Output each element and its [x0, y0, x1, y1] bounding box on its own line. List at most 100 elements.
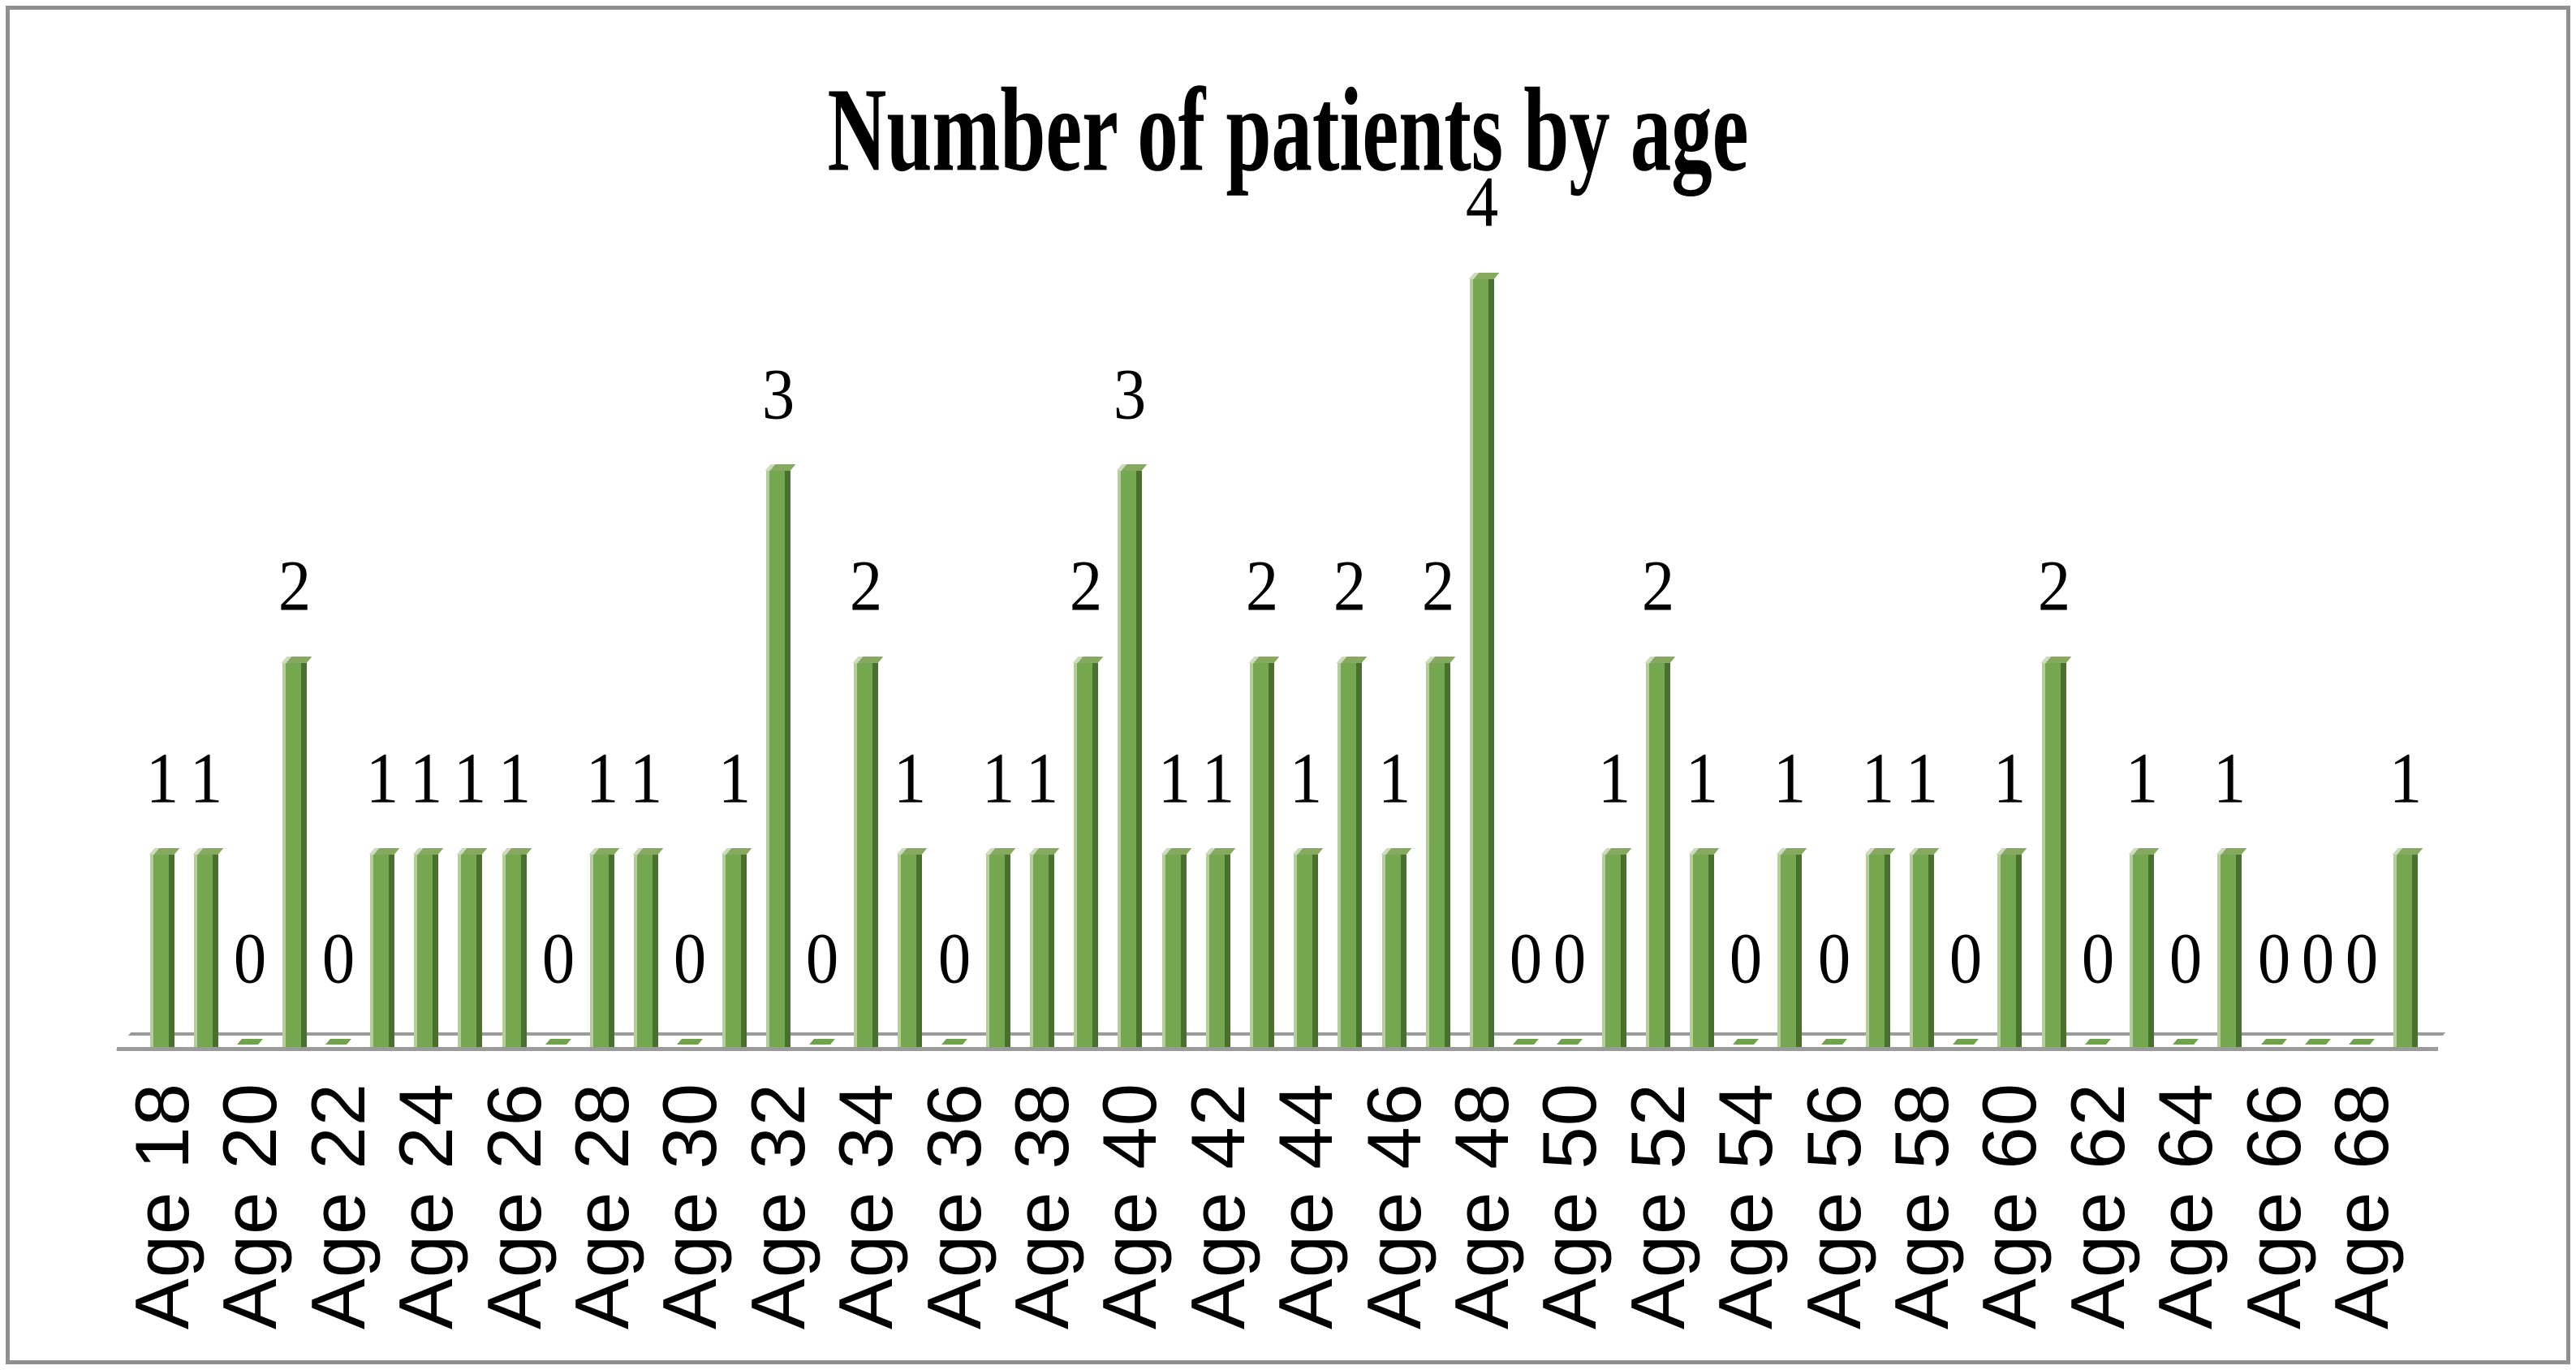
- value-label-age-65: 1: [2212, 739, 2246, 819]
- value-label-age-40: 3: [1113, 355, 1147, 435]
- bar-age-21: [281, 657, 312, 1047]
- bar-top-face: [1644, 657, 1676, 663]
- value-label-age-60: 1: [1992, 739, 2027, 819]
- bar-age-18: [149, 848, 180, 1047]
- x-tick-label-age-34: Age 34: [823, 1083, 908, 1329]
- bar-age-53: [1688, 848, 1720, 1047]
- x-tick-label-age-20: Age 20: [207, 1083, 292, 1329]
- bar-age-26: [501, 848, 532, 1047]
- bar-top-face: [1381, 848, 1412, 855]
- bar-age-52: [1644, 657, 1676, 1047]
- value-label-age-36: 0: [937, 919, 971, 999]
- value-label-age-39: 2: [1069, 546, 1103, 627]
- bar-age-61: [2040, 657, 2072, 1047]
- bar-age-38: [1028, 848, 1060, 1047]
- bar-age-29: [632, 848, 664, 1047]
- x-tick-label-age-32: Age 32: [735, 1083, 821, 1329]
- value-label-age-31: 1: [717, 739, 752, 819]
- value-label-age-58: 1: [1905, 739, 1939, 819]
- x-axis-front-line: [117, 1047, 2438, 1051]
- x-tick-label-age-28: Age 28: [559, 1083, 644, 1329]
- x-tick-label-age-46: Age 46: [1351, 1083, 1437, 1329]
- value-label-age-43: 2: [1245, 546, 1279, 627]
- bar-top-face: [368, 848, 400, 855]
- x-tick-label-age-62: Age 62: [2055, 1083, 2140, 1329]
- bar-top-face: [632, 848, 664, 855]
- bar-age-34: [852, 657, 884, 1047]
- bar-top-face: [588, 848, 620, 855]
- x-tick-label-age-64: Age 64: [2143, 1083, 2228, 1329]
- bar-age-35: [896, 848, 928, 1047]
- bar-age-28: [588, 848, 620, 1047]
- bar-top-face: [149, 848, 180, 855]
- x-tick-label-age-58: Age 58: [1879, 1083, 1964, 1329]
- value-label-age-62: 0: [2081, 919, 2115, 999]
- x-tick-label-age-44: Age 44: [1263, 1083, 1348, 1329]
- bar-top-face: [192, 848, 224, 855]
- x-tick-label-age-56: Age 56: [1791, 1083, 1876, 1329]
- bar-top-face: [1204, 848, 1236, 855]
- x-tick-label-age-54: Age 54: [1703, 1083, 1788, 1329]
- value-label-age-38: 1: [1025, 739, 1059, 819]
- bar-age-39: [1072, 657, 1104, 1047]
- bar-top-face: [1424, 657, 1456, 663]
- bar-top-face: [456, 848, 488, 855]
- value-label-age-67: 0: [2301, 919, 2335, 999]
- bar-top-face: [1688, 848, 1720, 855]
- value-label-age-61: 2: [2037, 546, 2071, 627]
- x-tick-label-age-38: Age 38: [999, 1083, 1084, 1329]
- bar-top-face: [1600, 848, 1632, 855]
- bar-top-face: [1776, 848, 1807, 855]
- bar-top-face: [1908, 848, 1940, 855]
- x-tick-label-age-40: Age 40: [1087, 1083, 1172, 1329]
- value-label-age-47: 2: [1421, 546, 1455, 627]
- bar-top-face: [984, 848, 1016, 855]
- bar-age-60: [1996, 848, 2027, 1047]
- bar-age-55: [1776, 848, 1807, 1047]
- x-tick-label-age-26: Age 26: [472, 1083, 557, 1329]
- x-tick-label-age-50: Age 50: [1527, 1083, 1612, 1329]
- bar-top-face: [1072, 657, 1104, 663]
- bar-top-face: [1116, 464, 1148, 471]
- value-label-age-21: 2: [278, 546, 312, 627]
- bar-age-40: [1116, 464, 1148, 1047]
- bar-top-face: [1292, 848, 1324, 855]
- x-tick-label-age-42: Age 42: [1175, 1083, 1260, 1329]
- bar-age-44: [1292, 848, 1324, 1047]
- bar-age-23: [368, 848, 400, 1047]
- bar-age-46: [1381, 848, 1412, 1047]
- bar-top-face: [1161, 848, 1192, 855]
- value-label-age-56: 0: [1817, 919, 1851, 999]
- value-label-age-22: 0: [321, 919, 355, 999]
- value-label-age-33: 0: [805, 919, 839, 999]
- value-label-age-59: 0: [1949, 919, 1983, 999]
- value-label-age-30: 0: [673, 919, 707, 999]
- value-label-age-50: 0: [1553, 919, 1587, 999]
- bar-top-face: [501, 848, 532, 855]
- value-label-age-29: 1: [629, 739, 663, 819]
- bar-age-24: [412, 848, 444, 1047]
- x-tick-label-age-60: Age 60: [1966, 1083, 2052, 1329]
- value-label-age-48: 4: [1465, 162, 1499, 243]
- bar-top-face: [2128, 848, 2160, 855]
- bar-age-42: [1204, 848, 1236, 1047]
- bar-age-51: [1600, 848, 1632, 1047]
- bar-age-63: [2128, 848, 2160, 1047]
- value-label-age-32: 3: [761, 355, 795, 435]
- bar-age-32: [765, 464, 796, 1047]
- bar-age-69: [2392, 848, 2423, 1047]
- value-label-age-51: 1: [1597, 739, 1631, 819]
- bar-age-45: [1336, 657, 1368, 1047]
- bar-top-face: [2216, 848, 2247, 855]
- bar-age-31: [721, 848, 752, 1047]
- x-tick-label-age-30: Age 30: [647, 1083, 732, 1329]
- bar-top-face: [1468, 273, 1500, 279]
- bar-age-25: [456, 848, 488, 1047]
- x-tick-label-age-24: Age 24: [383, 1083, 468, 1329]
- value-label-age-26: 1: [498, 739, 532, 819]
- bar-age-48: [1468, 273, 1500, 1047]
- x-tick-label-age-18: Age 18: [119, 1083, 205, 1329]
- value-label-age-19: 1: [189, 739, 223, 819]
